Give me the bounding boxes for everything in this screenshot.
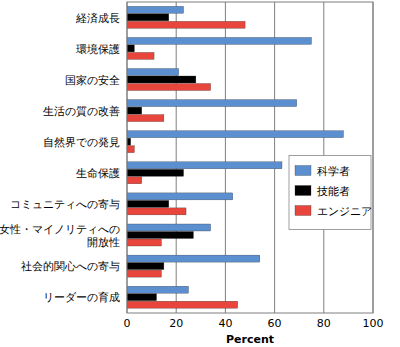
bar: [127, 6, 184, 13]
bar: [127, 200, 169, 207]
category-label-line: 女性・マイノリティへの: [0, 223, 120, 235]
bar: [127, 45, 134, 52]
category-label-line: 自然界での発見: [43, 136, 120, 148]
legend-box: [289, 156, 371, 230]
category-label: 生活の質の改善: [43, 105, 120, 117]
legend: 科学者技能者エンジニア: [289, 156, 372, 230]
bar: [127, 286, 189, 293]
tick-label: 100: [363, 317, 384, 330]
category-label: 女性・マイノリティへの開放性: [0, 223, 120, 248]
tick-label: 60: [268, 317, 282, 330]
category-label: コミュニティへの寄与: [10, 198, 120, 210]
legend-swatch: [295, 206, 311, 216]
bar: [127, 100, 297, 107]
bar: [127, 146, 134, 153]
bar: [127, 162, 282, 169]
legend-label: 技能者: [316, 185, 350, 198]
legend-label: エンジニア: [317, 205, 372, 218]
bar: [127, 138, 131, 145]
category-label: 自然界での発見: [43, 136, 120, 148]
category-label: 国家の安全: [65, 74, 120, 86]
category-label: 生命保護: [76, 167, 120, 179]
bar: [127, 69, 179, 76]
bar: [127, 239, 161, 246]
bar: [127, 177, 142, 184]
legend-label: 科学者: [317, 165, 350, 178]
grid-line: [225, 2, 226, 313]
category-label-line: 社会的関心への寄与: [21, 260, 120, 272]
bar: [127, 131, 343, 138]
tick-label: 20: [169, 317, 183, 330]
category-label-line: 生活の質の改善: [43, 105, 120, 117]
bar: [127, 14, 169, 21]
chart-svg: 0 20 40 60 80 100 経済成長環境保護国家の安全生活の質の改善自然界での発見生…: [0, 0, 400, 347]
category-label-line: 環境保護: [76, 43, 120, 55]
bar: [127, 76, 196, 83]
bar: [127, 84, 211, 91]
bar: [127, 263, 164, 270]
category-label: リーダーの育成: [43, 291, 120, 303]
grid-line: [176, 2, 177, 313]
legend-swatch: [295, 166, 311, 176]
bar: [127, 193, 233, 200]
plot-frame: [127, 2, 373, 313]
category-label-line: リーダーの育成: [43, 291, 120, 303]
plot-background: [127, 2, 373, 313]
bar: [127, 169, 184, 176]
bar: [127, 255, 260, 262]
bar: [127, 21, 245, 28]
bar: [127, 224, 211, 231]
tick-label: 0: [124, 317, 131, 330]
category-label: 経済成長: [75, 12, 120, 24]
bar: [127, 52, 154, 59]
category-label-line: コミュニティへの寄与: [10, 198, 120, 210]
chart-container: 0 20 40 60 80 100 経済成長環境保護国家の安全生活の質の改善自然界での発見生…: [0, 0, 400, 347]
category-label: 社会的関心への寄与: [21, 260, 120, 272]
bar: [127, 107, 142, 114]
bar: [127, 270, 161, 277]
bar: [127, 208, 186, 215]
category-label-line: 国家の安全: [65, 74, 120, 86]
category-label: 環境保護: [76, 43, 120, 55]
bar: [127, 232, 193, 239]
axis-label: Percent: [226, 333, 274, 346]
category-label-line: 開放性: [87, 236, 120, 248]
bar: [127, 301, 238, 308]
category-label-line: 生命保護: [76, 167, 120, 179]
tick-label: 80: [317, 317, 331, 330]
tick-label: 40: [218, 317, 232, 330]
grid-line: [274, 2, 275, 313]
bar: [127, 115, 164, 122]
bar: [127, 294, 157, 301]
bar: [127, 37, 312, 44]
legend-swatch: [295, 186, 311, 196]
category-label-line: 経済成長: [75, 12, 120, 24]
